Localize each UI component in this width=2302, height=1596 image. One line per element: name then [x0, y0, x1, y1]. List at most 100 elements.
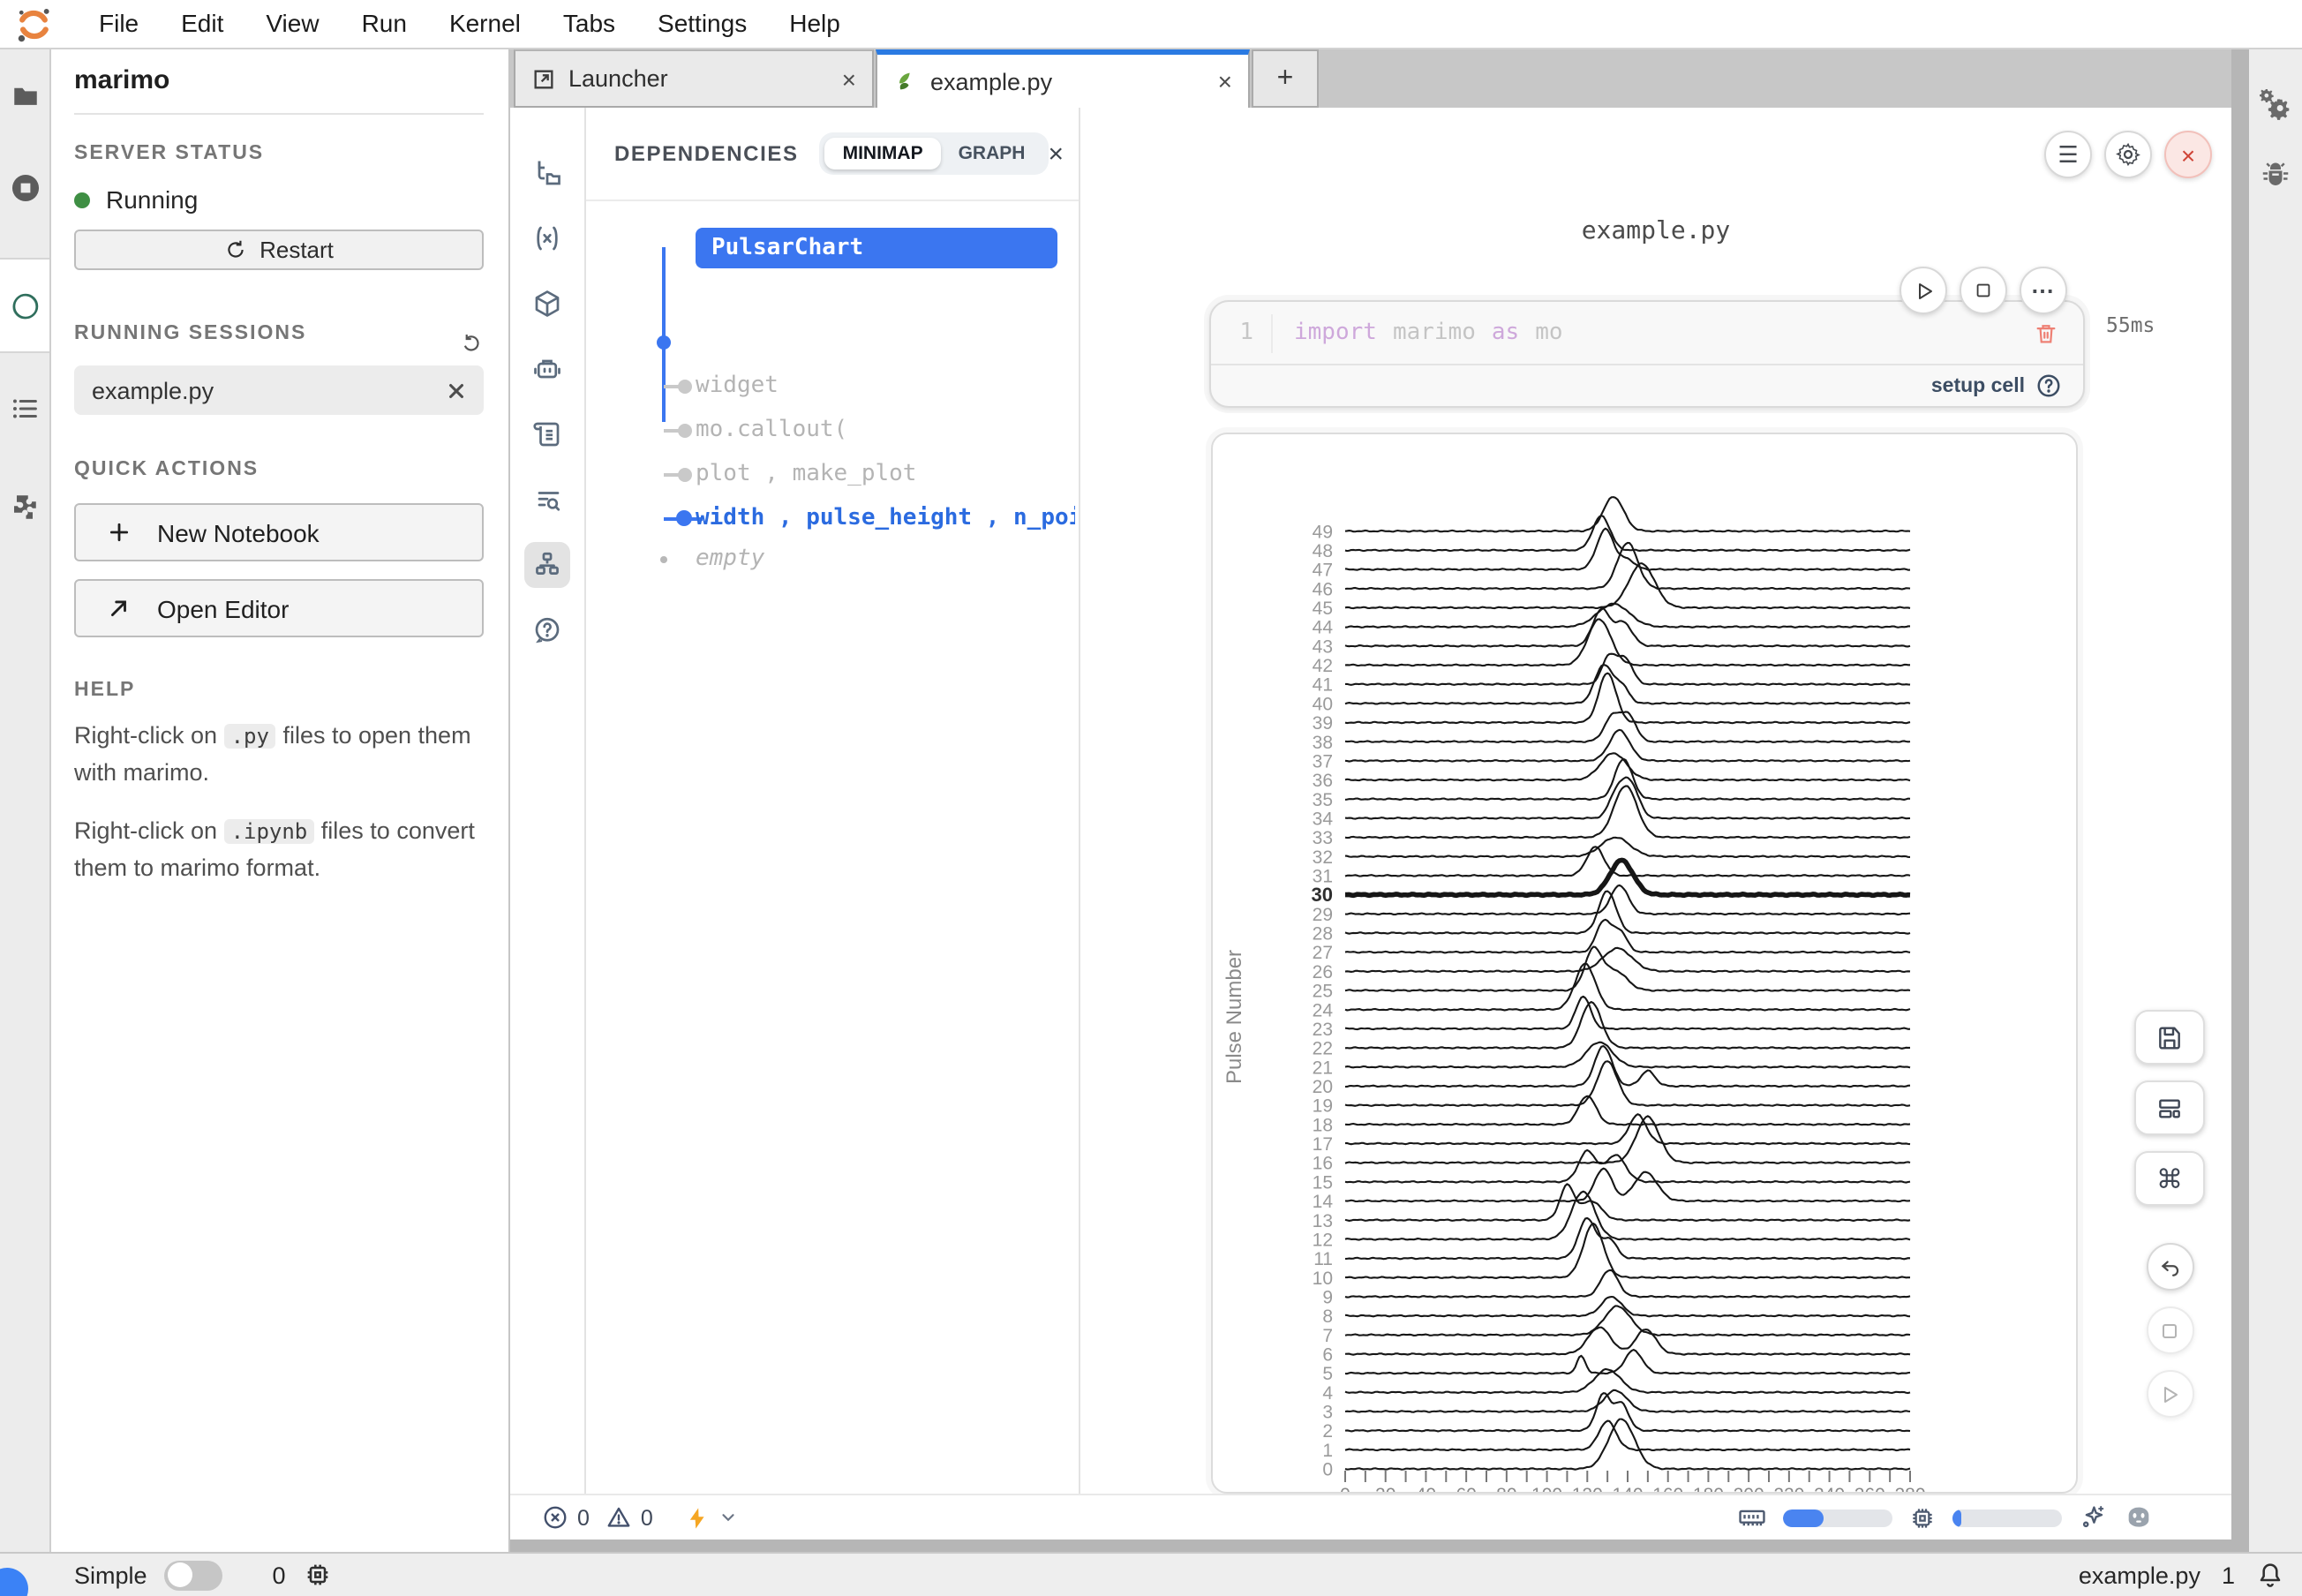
run-cell-button[interactable]	[1900, 267, 1947, 314]
menu-run[interactable]: Run	[361, 9, 407, 37]
new-tab-button[interactable]: +	[1252, 49, 1319, 108]
notebook-action-stack: ⌘	[2134, 1010, 2205, 1418]
close-session-icon[interactable]	[447, 380, 466, 400]
svg-text:44: 44	[1313, 618, 1334, 638]
setup-cell[interactable]: 1 import marimo as mo setup cell	[1209, 300, 2085, 408]
undo-button[interactable]	[2146, 1243, 2193, 1291]
layout-toggle-button[interactable]	[2134, 1080, 2205, 1135]
tab-example-py[interactable]: example.py ×	[876, 49, 1250, 108]
simple-mode-toggle[interactable]	[164, 1560, 223, 1590]
menu-edit[interactable]: Edit	[181, 9, 224, 37]
code-editor[interactable]: import marimo as mo	[1271, 313, 1579, 352]
new-notebook-button[interactable]: New Notebook	[74, 503, 484, 561]
warning-count: 0	[640, 1505, 653, 1530]
shutdown-button[interactable]: ×	[2164, 131, 2212, 178]
delete-cell-icon[interactable]	[2034, 321, 2058, 346]
command-palette-button[interactable]: ⌘	[2134, 1151, 2205, 1206]
menu-file[interactable]: File	[99, 9, 139, 37]
tab-bar: Launcher × example.py × +	[510, 49, 2231, 108]
kernel-chip-icon[interactable]	[304, 1561, 332, 1589]
sidebar-tab-running-kernels[interactable]	[0, 141, 49, 233]
divider	[74, 113, 484, 115]
tree-item-widget[interactable]: widget	[696, 373, 779, 399]
close-tab-icon[interactable]: ×	[1217, 67, 1232, 95]
open-editor-button[interactable]: Open Editor	[74, 579, 484, 637]
scratchpad-icon[interactable]	[524, 411, 570, 457]
error-counter[interactable]: 0	[542, 1504, 590, 1531]
notebook-settings-button[interactable]	[2104, 131, 2152, 178]
svg-text:180: 180	[1693, 1485, 1724, 1494]
sidebar-tab-table-of-contents[interactable]	[0, 367, 49, 448]
minimap-graph-toggle: MINIMAP GRAPH	[819, 132, 1049, 175]
svg-text:200: 200	[1734, 1485, 1764, 1494]
svg-text:46: 46	[1313, 579, 1333, 599]
svg-text:31: 31	[1313, 867, 1333, 887]
variables-icon[interactable]	[524, 215, 570, 261]
cell-more-button[interactable]: ⋯	[2020, 267, 2067, 314]
menu-settings[interactable]: Settings	[658, 9, 748, 37]
sidebar-tab-marimo[interactable]	[0, 260, 49, 351]
copilot-icon[interactable]	[2124, 1502, 2154, 1532]
svg-text:11: 11	[1313, 1249, 1333, 1269]
run-all-button[interactable]	[2146, 1370, 2193, 1418]
notebook-title: example.py	[1581, 217, 1731, 245]
svg-text:40: 40	[1416, 1485, 1436, 1494]
svg-text:48: 48	[1313, 541, 1333, 561]
tree-item-plot[interactable]: plot , make_plot	[696, 461, 917, 487]
lightning-icon	[689, 1507, 704, 1528]
menu-kernel[interactable]: Kernel	[448, 9, 521, 37]
stop-cell-button[interactable]	[1960, 267, 2007, 314]
tree-item-pulsarchart[interactable]: PulsarChart	[696, 228, 1057, 268]
session-item[interactable]: example.py	[74, 365, 484, 415]
svg-text:13: 13	[1313, 1211, 1333, 1231]
packages-icon[interactable]	[524, 281, 570, 327]
tree-connector-line	[662, 247, 666, 422]
restart-button[interactable]: Restart	[74, 230, 484, 270]
statusbar-file[interactable]: example.py	[2078, 1562, 2200, 1588]
sidebar-tab-extensions[interactable]	[0, 466, 49, 547]
dependency-minimap: PulsarChart widget mo.callout( plot , ma…	[586, 201, 1079, 1540]
svg-text:39: 39	[1313, 713, 1333, 734]
svg-text:37: 37	[1313, 751, 1333, 772]
save-button[interactable]	[2134, 1010, 2205, 1065]
ai-sparkle-icon[interactable]	[2078, 1502, 2108, 1532]
refresh-sessions-icon[interactable]	[461, 332, 484, 355]
logs-search-icon[interactable]	[524, 477, 570, 523]
close-tab-icon[interactable]: ×	[841, 64, 856, 93]
launcher-icon	[534, 69, 553, 88]
tree-item-callout[interactable]: mo.callout(	[696, 417, 848, 443]
file-explorer-icon[interactable]	[524, 150, 570, 196]
svg-text:43: 43	[1313, 636, 1333, 657]
tree-node-dot	[678, 467, 692, 481]
tab-launcher[interactable]: Launcher ×	[514, 49, 874, 108]
menu-view[interactable]: View	[266, 9, 320, 37]
property-inspector-tab[interactable]	[2258, 85, 2293, 120]
restart-icon	[228, 240, 244, 258]
tree-item-width-pulse-height[interactable]: width , pulse_height , n_poi	[696, 505, 1075, 531]
dependencies-panel-icon[interactable]	[524, 542, 570, 588]
marimo-side-panel: marimo SERVER STATUS Running Restart RUN…	[51, 49, 510, 1552]
svg-text:20: 20	[1313, 1077, 1333, 1097]
debugger-tab[interactable]	[2260, 159, 2291, 191]
interrupt-button[interactable]	[2146, 1306, 2193, 1354]
runtime-mode-selector[interactable]	[685, 1505, 738, 1530]
server-status-heading: SERVER STATUS	[74, 143, 265, 164]
svg-text:1: 1	[1322, 1441, 1333, 1461]
sidebar-tab-file-browser[interactable]	[0, 49, 49, 141]
tree-item-empty[interactable]: empty	[696, 546, 765, 572]
notebook-menu-button[interactable]: ☰	[2044, 131, 2092, 178]
help-icon[interactable]	[524, 607, 570, 653]
toggle-graph[interactable]: GRAPH	[958, 143, 1026, 164]
menu-help[interactable]: Help	[789, 9, 840, 37]
ai-assistant-icon[interactable]	[524, 346, 570, 392]
warning-counter[interactable]: 0	[606, 1504, 653, 1531]
svg-text:5: 5	[1322, 1364, 1333, 1384]
close-panel-icon[interactable]: ×	[1048, 139, 1064, 169]
toggle-minimap[interactable]: MINIMAP	[824, 138, 941, 169]
svg-text:26: 26	[1313, 962, 1333, 982]
question-circle-icon[interactable]	[2035, 373, 2062, 399]
menu-tabs[interactable]: Tabs	[562, 9, 616, 37]
notebook-area: ☰ × example.py	[1080, 108, 2231, 1540]
bell-icon[interactable]	[2256, 1561, 2284, 1589]
svg-text:4: 4	[1322, 1383, 1333, 1404]
